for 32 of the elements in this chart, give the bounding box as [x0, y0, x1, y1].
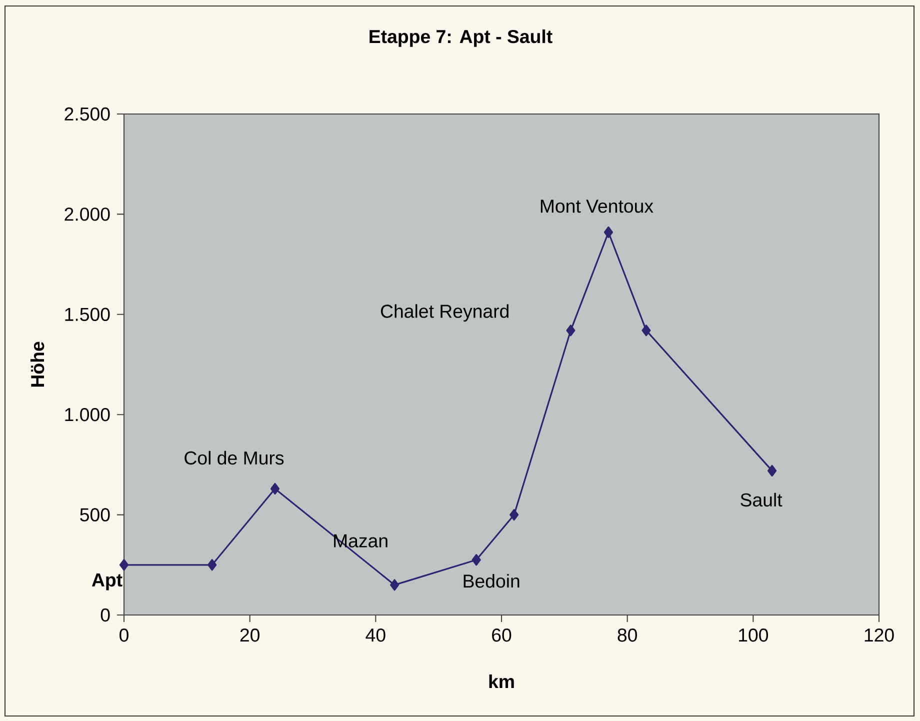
x-tick-label: 120	[864, 628, 894, 642]
y-axis-title: Höhe	[30, 342, 44, 387]
x-tick-label: 20	[240, 628, 260, 642]
x-axis-title: km	[489, 674, 514, 688]
point	[390, 579, 400, 591]
point	[604, 226, 614, 238]
x-tick-label: 40	[366, 628, 386, 642]
point	[510, 509, 519, 521]
x-tick-label: 0	[120, 628, 128, 642]
annotation: Mont Ventoux	[540, 200, 654, 213]
chart-title: Etappe 7: Apt - Sault	[370, 29, 552, 47]
point	[208, 559, 217, 571]
x-tick-label: 60	[492, 628, 512, 642]
point	[768, 464, 777, 477]
x-tick-label: 80	[618, 628, 637, 642]
point	[270, 482, 280, 495]
y-tick-label: 1.000	[65, 408, 110, 422]
annotation: Bedoin	[464, 574, 520, 588]
y-tick-label: 2.000	[64, 208, 110, 221]
annotation: Sault	[740, 492, 782, 507]
y-tick-label: 2.500	[64, 107, 110, 121]
y-tick-label: 500	[80, 508, 110, 522]
point	[472, 554, 481, 566]
annotation: Apt	[92, 574, 122, 590]
annotation: Chalet Reynard	[380, 304, 508, 322]
point	[119, 559, 129, 571]
annotation: Col de Murs	[184, 450, 284, 465]
point	[642, 324, 651, 336]
point	[566, 324, 576, 336]
y-tick-label: 0	[100, 608, 110, 622]
y-tick-label: 1.500	[65, 308, 110, 322]
x-tick-label: 100	[739, 628, 768, 642]
